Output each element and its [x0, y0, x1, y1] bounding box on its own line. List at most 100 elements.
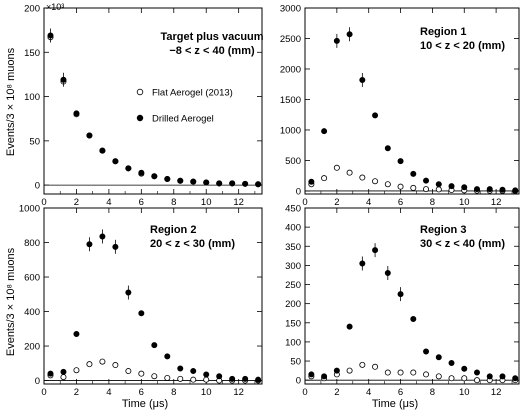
y-tick-label: 2500: [280, 34, 301, 45]
x-tick-label: 2: [74, 197, 79, 208]
data-point-filled: [397, 158, 404, 165]
x-tick-label: 12: [491, 387, 502, 398]
data-point-filled: [461, 365, 468, 372]
y-tick-label: 450: [285, 204, 301, 215]
y-tick-label: 50: [29, 136, 40, 147]
y-tick-label: 250: [285, 280, 301, 291]
data-point-filled: [486, 186, 493, 193]
series-flat-aerogel: [47, 358, 262, 384]
data-point-filled: [151, 173, 158, 180]
data-point-filled: [216, 373, 223, 380]
data-point-filled: [333, 367, 340, 374]
y-tick-label: 2000: [280, 64, 301, 75]
x-tick-label: 2: [74, 387, 79, 398]
data-point-open: [461, 375, 468, 382]
data-point-filled: [255, 181, 262, 188]
data-point-filled: [255, 376, 262, 383]
data-point-filled: [47, 370, 54, 377]
data-point-filled: [410, 170, 417, 177]
data-point-filled: [435, 354, 442, 361]
panel-bottom-right: 0 2 4 6 8 10 12 0 50 100 150 200 250 300 350 400 450 Regi…: [285, 204, 520, 398]
data-point-open: [346, 169, 353, 176]
y-tick-label: 350: [285, 242, 301, 253]
data-point-open: [423, 371, 430, 378]
x-tick-label: 4: [366, 197, 371, 208]
data-point-filled: [242, 375, 249, 382]
panel-subtitle: 10 < z < 20 (mm): [420, 40, 505, 52]
data-point-open: [397, 183, 404, 190]
data-point-open: [359, 174, 366, 181]
y-axis-label-lower: Events/3 × 10⁸ muons: [5, 247, 17, 356]
x-tick-label: 0: [41, 387, 46, 398]
data-point-filled: [73, 110, 80, 117]
panel-top-left: 0 2 4 6 8 10 12 0 50 100 150 200 ×10³ Target plus vac…: [24, 2, 264, 208]
x-tick-label: 10: [201, 387, 212, 398]
data-point-open: [359, 361, 366, 368]
data-point-open: [99, 358, 106, 365]
panel-title: Region 1: [420, 26, 466, 38]
data-point-open: [321, 175, 328, 182]
data-point-filled: [164, 175, 171, 182]
x-tick-label: 4: [106, 387, 111, 398]
x-tick-label: 12: [233, 197, 244, 208]
data-point-open: [397, 369, 404, 376]
y-tick-label: 200: [24, 4, 40, 15]
series-drilled-aerogel: [308, 27, 519, 194]
data-point-filled: [423, 348, 430, 355]
legend-label-drilled: Drilled Aerogel: [152, 114, 214, 125]
y-tick-label: 300: [285, 261, 301, 272]
y-tick-label: 1500: [280, 95, 301, 106]
x-tick-label: 12: [491, 197, 502, 208]
y-tick-label: 500: [285, 156, 301, 167]
series-flat-aerogel: [47, 34, 262, 188]
series-drilled-aerogel: [47, 28, 262, 188]
data-point-open: [384, 181, 391, 188]
x-tick-label: 8: [171, 387, 176, 398]
data-point-filled: [372, 247, 379, 254]
data-point-filled: [190, 368, 197, 375]
data-point-filled: [177, 177, 184, 184]
data-point-filled: [423, 177, 430, 184]
data-point-filled: [125, 165, 132, 172]
data-point-filled: [359, 260, 366, 267]
y-tick-label: 800: [24, 238, 40, 249]
data-point-open: [138, 370, 145, 377]
series-drilled-aerogel: [47, 229, 262, 383]
y-multiplier: ×10³: [46, 2, 64, 12]
data-point-filled: [461, 184, 468, 191]
data-point-filled: [60, 368, 67, 375]
plot-frame: [43, 207, 263, 385]
data-point-filled: [384, 270, 391, 277]
data-point-filled: [99, 147, 106, 154]
x-tick-label: 4: [366, 387, 371, 398]
data-point-filled: [86, 132, 93, 139]
data-point-open: [164, 374, 171, 381]
data-point-open: [151, 373, 158, 380]
data-point-filled: [512, 375, 519, 382]
y-tick-label: 400: [24, 307, 40, 318]
y-tick-label: 100: [285, 337, 301, 348]
data-point-filled: [203, 179, 210, 186]
data-point-filled: [435, 181, 442, 188]
data-point-open: [448, 375, 455, 382]
data-point-filled: [177, 365, 184, 372]
data-point-filled: [47, 32, 54, 39]
data-point-filled: [321, 373, 328, 380]
y-tick-label: 0: [35, 376, 40, 387]
data-point-filled: [499, 186, 506, 193]
x-tick-label: 0: [302, 387, 307, 398]
data-point-filled: [512, 187, 519, 194]
data-point-filled: [473, 369, 480, 376]
data-point-filled: [60, 76, 67, 83]
panel-subtitle: −8 < z < 40 (mm): [169, 45, 255, 57]
panel-bottom-left: 0 2 4 6 8 10 12 0 200 400 600 800 1000 Region 2 20 < z…: [19, 204, 263, 398]
data-point-filled: [242, 180, 249, 187]
legend-marker-open: [136, 88, 144, 96]
data-point-filled: [216, 180, 223, 187]
data-point-filled: [410, 315, 417, 322]
data-point-filled: [151, 342, 158, 349]
data-point-filled: [448, 183, 455, 190]
plot-frame: [304, 207, 520, 385]
x-tick-label: 0: [302, 197, 307, 208]
data-point-filled: [203, 371, 210, 378]
